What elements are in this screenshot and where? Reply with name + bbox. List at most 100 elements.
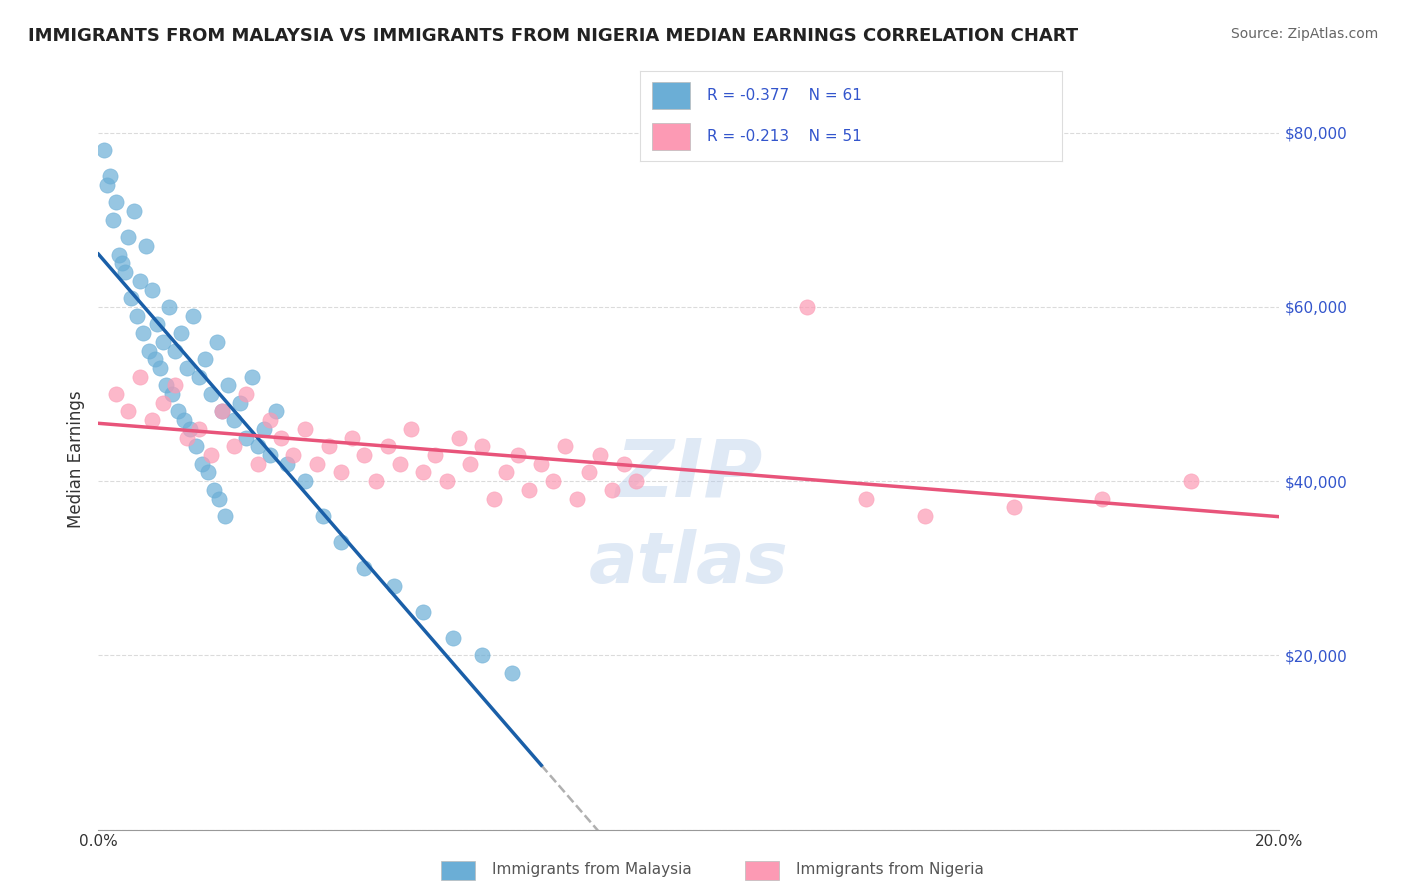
Point	[471, 648, 494, 663]
Point	[382, 579, 405, 593]
Point	[305, 457, 328, 471]
Point	[200, 448, 222, 462]
Point	[200, 387, 222, 401]
Point	[152, 396, 174, 410]
Point	[217, 378, 239, 392]
Point	[162, 387, 183, 401]
Point	[105, 195, 128, 210]
Point	[377, 439, 399, 453]
Point	[1180, 474, 1202, 488]
Point	[283, 448, 305, 462]
Point	[600, 483, 623, 497]
Point	[259, 448, 281, 462]
Point	[224, 413, 246, 427]
Point	[176, 360, 198, 375]
Point	[152, 334, 174, 349]
Point	[111, 256, 134, 270]
FancyBboxPatch shape	[652, 123, 690, 150]
Point	[1091, 491, 1114, 506]
Text: Source: ZipAtlas.com: Source: ZipAtlas.com	[1230, 27, 1378, 41]
Point	[482, 491, 505, 506]
Point	[501, 665, 523, 680]
Point	[541, 474, 564, 488]
Point	[149, 360, 172, 375]
Point	[796, 300, 818, 314]
Point	[294, 422, 316, 436]
Point	[141, 413, 163, 427]
Point	[613, 457, 636, 471]
Point	[441, 631, 464, 645]
Point	[122, 204, 145, 219]
Point	[253, 422, 276, 436]
Point	[578, 466, 600, 480]
Point	[170, 326, 193, 340]
Text: ZIP: ZIP	[616, 435, 762, 513]
Point	[155, 378, 177, 392]
Text: atlas: atlas	[589, 529, 789, 598]
Point	[211, 404, 233, 418]
FancyBboxPatch shape	[745, 861, 779, 880]
FancyBboxPatch shape	[652, 82, 690, 109]
Point	[246, 457, 269, 471]
Point	[270, 431, 292, 445]
Point	[176, 431, 198, 445]
Point	[624, 474, 647, 488]
Point	[436, 474, 458, 488]
Point	[128, 369, 150, 384]
Point	[187, 369, 209, 384]
Point	[495, 466, 517, 480]
Point	[312, 508, 335, 523]
Point	[96, 178, 118, 192]
Point	[364, 474, 387, 488]
Point	[353, 561, 375, 575]
Point	[103, 212, 125, 227]
Point	[184, 439, 207, 453]
Point	[205, 334, 228, 349]
Point	[565, 491, 588, 506]
Point	[165, 378, 187, 392]
Point	[264, 404, 287, 418]
Point	[412, 605, 434, 619]
Point	[447, 431, 470, 445]
Point	[202, 483, 225, 497]
Point	[401, 422, 423, 436]
FancyBboxPatch shape	[441, 861, 475, 880]
Text: Immigrants from Malaysia: Immigrants from Malaysia	[492, 863, 692, 877]
Point	[143, 352, 166, 367]
Point	[519, 483, 541, 497]
Text: Immigrants from Nigeria: Immigrants from Nigeria	[796, 863, 984, 877]
Point	[318, 439, 340, 453]
Text: R = -0.213    N = 51: R = -0.213 N = 51	[707, 129, 862, 144]
Point	[117, 230, 139, 244]
Point	[259, 413, 281, 427]
Point	[108, 248, 131, 262]
Point	[235, 387, 257, 401]
Point	[114, 265, 136, 279]
Point	[179, 422, 201, 436]
Point	[554, 439, 576, 453]
Point	[167, 404, 190, 418]
Point	[105, 387, 128, 401]
Point	[125, 309, 148, 323]
Point	[181, 309, 204, 323]
Point	[135, 239, 157, 253]
Y-axis label: Median Earnings: Median Earnings	[66, 391, 84, 528]
Point	[141, 283, 163, 297]
Point	[240, 369, 263, 384]
Point	[165, 343, 187, 358]
Point	[329, 466, 352, 480]
Point	[460, 457, 482, 471]
Point	[157, 300, 180, 314]
Point	[128, 274, 150, 288]
Point	[530, 457, 553, 471]
Point	[294, 474, 316, 488]
Point	[117, 404, 139, 418]
Point	[471, 439, 494, 453]
Point	[276, 457, 298, 471]
Point	[197, 466, 219, 480]
Point	[132, 326, 155, 340]
Point	[353, 448, 375, 462]
Point	[388, 457, 411, 471]
Point	[98, 169, 121, 184]
Point	[589, 448, 612, 462]
